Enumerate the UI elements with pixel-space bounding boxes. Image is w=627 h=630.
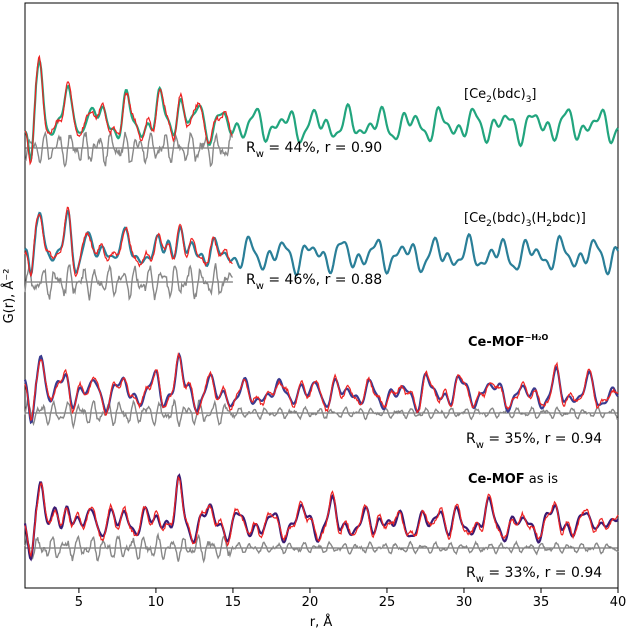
panel-1-difference-curve [24, 129, 234, 168]
panel-3-fit-curve [24, 352, 619, 422]
x-tick-label: 30 [456, 595, 473, 610]
panel-3-difference-curve [24, 398, 619, 430]
panel-2-fit-curve [24, 206, 233, 278]
x-tick-label: 35 [533, 595, 550, 610]
panel-1-sample-label: [Ce2(bdc)3] [464, 87, 537, 105]
x-tick-label: 10 [148, 595, 165, 610]
panel-4-fit-curve [24, 475, 619, 558]
x-tick-label: 5 [75, 595, 83, 610]
curves-layer [23, 54, 619, 564]
panel-3-fit-stats: Rw = 35%, r = 0.94 [466, 431, 602, 451]
panel-4-fit-stats: Rw = 33%, r = 0.94 [466, 565, 602, 585]
plot-frame [24, 2, 619, 589]
x-tick-label: 20 [302, 595, 319, 610]
panel-1-fit-stats: Rw = 44%, r = 0.90 [246, 140, 382, 160]
x-axis-label: r, Å [310, 614, 333, 630]
y-axis-label: G(r), Å⁻² [1, 269, 17, 324]
panel-2-difference-curve [24, 263, 233, 302]
x-axis-ticks: 5 10 15 20 25 30 35 40 [75, 588, 627, 610]
x-tick-label: 40 [610, 595, 627, 610]
panel-2-fit-stats: Rw = 46%, r = 0.88 [246, 272, 382, 292]
panel-4-data-curve [23, 473, 619, 562]
x-tick-label: 15 [225, 595, 242, 610]
x-tick-label: 25 [379, 595, 396, 610]
panel-1-fit-curve [24, 54, 233, 166]
panel-2-sample-label: [Ce2(bdc)3(H2bdc)] [464, 211, 586, 229]
panel-4-sample-label: Ce-MOF as is [468, 472, 558, 487]
panel-2-data-curve [24, 209, 619, 279]
panel-3-sample-label: Ce-MOF−H₂O [468, 333, 549, 350]
panel-4-difference-curve [24, 532, 619, 564]
